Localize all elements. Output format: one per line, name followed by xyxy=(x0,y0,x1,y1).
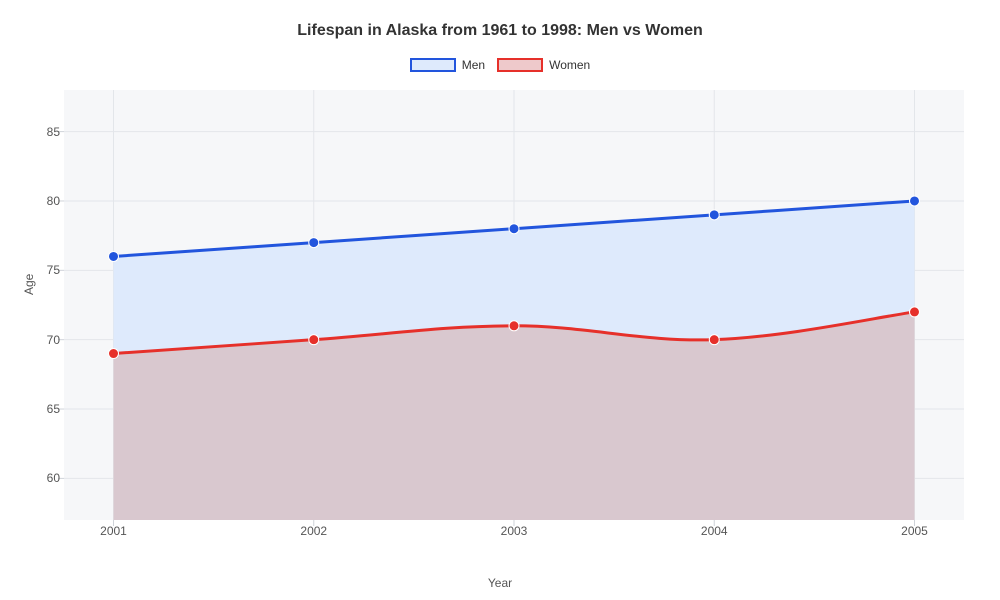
legend: Men Women xyxy=(0,58,1000,72)
chart-title: Lifespan in Alaska from 1961 to 1998: Me… xyxy=(0,0,1000,40)
y-tick-label: 75 xyxy=(20,263,60,277)
legend-swatch-men xyxy=(410,58,456,72)
legend-label-men: Men xyxy=(462,58,485,72)
x-tick-label: 2003 xyxy=(501,524,528,538)
plot-area xyxy=(64,90,964,520)
x-tick-label: 2005 xyxy=(901,524,928,538)
legend-item-women[interactable]: Women xyxy=(497,58,590,72)
chart-svg xyxy=(58,90,964,528)
x-tick-label: 2002 xyxy=(300,524,327,538)
y-tick-label: 60 xyxy=(20,471,60,485)
y-tick-label: 85 xyxy=(20,125,60,139)
chart-container: Lifespan in Alaska from 1961 to 1998: Me… xyxy=(0,0,1000,600)
x-tick-label: 2004 xyxy=(701,524,728,538)
legend-swatch-women xyxy=(497,58,543,72)
y-tick-label: 80 xyxy=(20,194,60,208)
y-tick-label: 65 xyxy=(20,402,60,416)
legend-label-women: Women xyxy=(549,58,590,72)
x-tick-label: 2001 xyxy=(100,524,127,538)
legend-item-men[interactable]: Men xyxy=(410,58,485,72)
x-axis-label: Year xyxy=(0,576,1000,590)
y-tick-label: 70 xyxy=(20,333,60,347)
